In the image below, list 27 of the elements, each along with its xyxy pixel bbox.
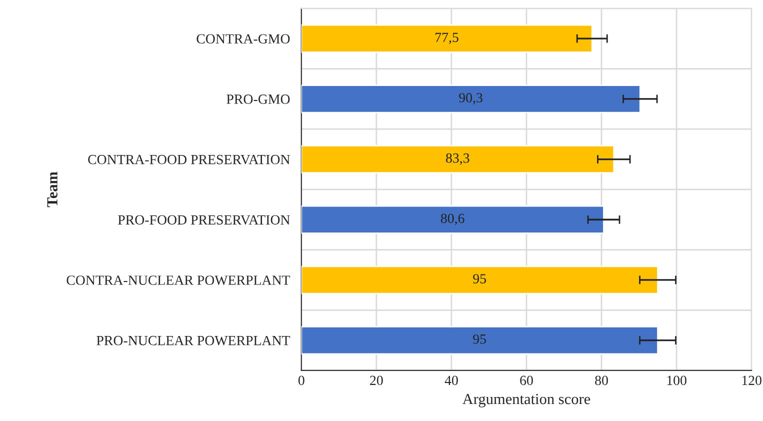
y-tick-label: PRO-GMO xyxy=(226,94,290,104)
y-tick-label: PRO-FOOD PRESERVATION xyxy=(118,215,290,225)
y-tick-label: CONTRA-FOOD PRESERVATION xyxy=(88,154,290,164)
x-tick-label: 100 xyxy=(667,376,686,386)
x-tick-label: 40 xyxy=(444,376,458,386)
bar xyxy=(301,326,658,355)
x-tick-label: 60 xyxy=(520,376,533,386)
bar xyxy=(301,84,641,114)
y-tick-label: CONTRA-NUCLEAR POWERPLANT xyxy=(66,276,290,285)
bar xyxy=(301,24,593,53)
data-label: 95 xyxy=(473,334,486,344)
bar xyxy=(301,145,615,174)
x-tick-label: 20 xyxy=(370,376,383,386)
data-label: 90,3 xyxy=(459,93,482,104)
x-tick-label: 0 xyxy=(298,376,304,386)
x-tick-label: 80 xyxy=(595,376,608,386)
bar xyxy=(301,266,658,294)
bar xyxy=(301,205,604,234)
x-tick-label: 120 xyxy=(742,376,762,386)
x-axis-title: Argumentation score xyxy=(462,394,590,408)
data-label: 77,5 xyxy=(436,32,458,44)
data-label: 83,3 xyxy=(446,153,470,165)
data-label: 95 xyxy=(473,274,486,284)
y-tick-label: PRO-NUCLEAR POWERPLANT xyxy=(96,336,290,346)
y-axis-title: Team xyxy=(47,172,58,208)
data-label: 80,6 xyxy=(440,214,464,226)
y-tick-label: CONTRA-GMO xyxy=(196,34,290,44)
